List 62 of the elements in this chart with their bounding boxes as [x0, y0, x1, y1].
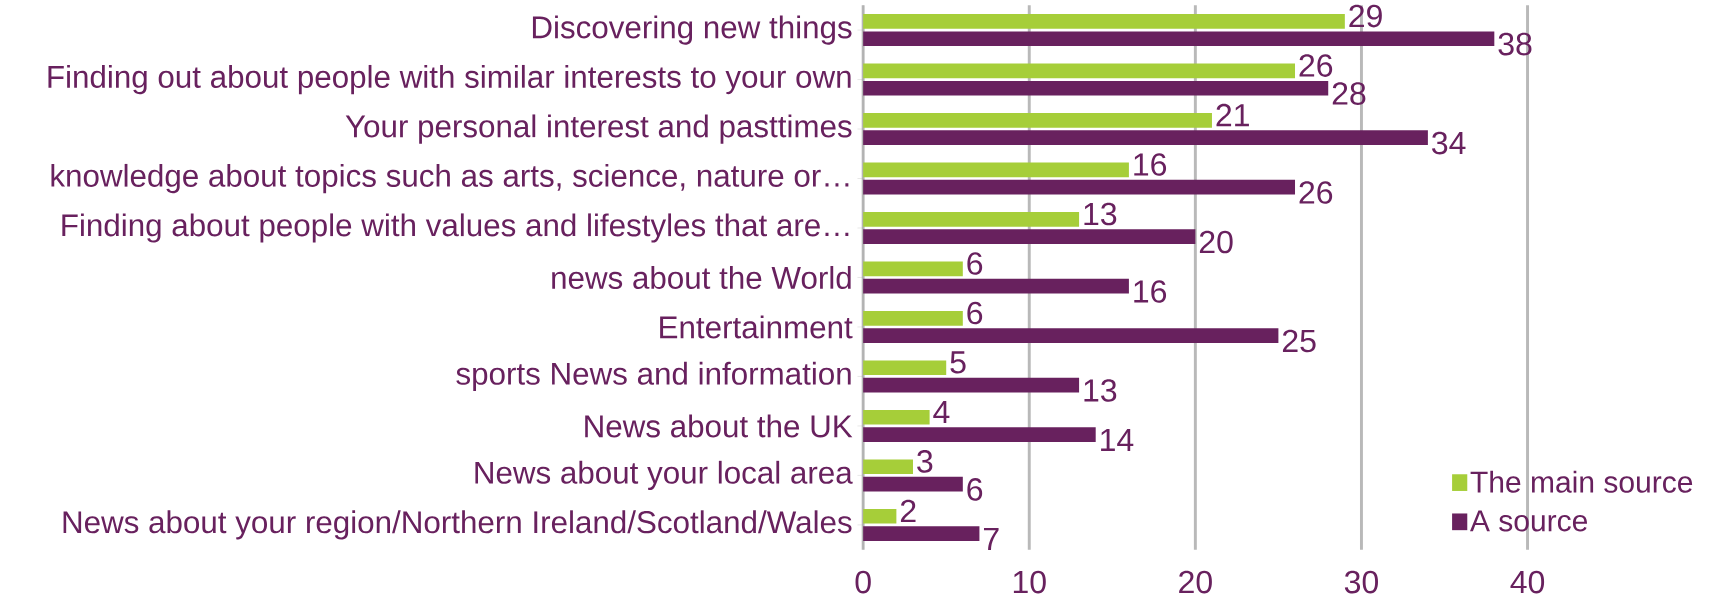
data-label: 3 — [917, 449, 933, 473]
data-label: 5 — [950, 351, 966, 374]
bar — [863, 278, 1129, 294]
y-tick-label: knowledge about topics such as arts, science, nature or… — [51, 163, 849, 193]
bar — [863, 112, 1212, 128]
bar — [863, 13, 1345, 29]
y-tick-label: News about your local area — [475, 460, 853, 490]
x-tick-label: 30 — [1344, 570, 1378, 594]
x-tick-label: 40 — [1510, 570, 1545, 594]
bar — [863, 130, 1428, 145]
bar — [863, 211, 1080, 227]
data-label: 16 — [1134, 153, 1167, 176]
bar — [863, 328, 1279, 343]
data-label: 7 — [984, 527, 999, 550]
data-label: 6 — [967, 477, 983, 501]
bar — [863, 261, 963, 276]
data-label: 26 — [1299, 181, 1333, 204]
x-tick-label: 10 — [1013, 570, 1046, 594]
data-label: 20 — [1199, 230, 1233, 254]
bar — [863, 409, 930, 425]
bar — [863, 162, 1129, 178]
data-label: 4 — [933, 400, 950, 423]
legend-label: A source — [1470, 510, 1588, 532]
y-tick-label: Entertainment — [660, 315, 853, 339]
data-label: 29 — [1349, 4, 1382, 28]
y-tick-label: Your personal interest and pasttimes — [345, 114, 852, 144]
data-label: 16 — [1134, 279, 1167, 303]
bar — [863, 310, 963, 326]
y-tick-label: sports News and information — [456, 361, 851, 391]
data-label: 14 — [1101, 428, 1134, 451]
data-label: 25 — [1282, 329, 1316, 353]
bar — [863, 508, 897, 524]
bar — [863, 179, 1296, 195]
bar — [863, 229, 1196, 244]
bar — [863, 476, 963, 492]
data-label: 21 — [1216, 103, 1249, 127]
data-label: 2 — [900, 499, 916, 522]
data-label: 13 — [1084, 378, 1117, 402]
data-label: 28 — [1332, 82, 1366, 105]
data-label: 6 — [967, 251, 983, 275]
y-tick-label: Finding out about people with similar interests to your own — [48, 64, 851, 94]
x-tick-label: 20 — [1179, 570, 1212, 594]
bar — [863, 31, 1495, 46]
bar — [863, 427, 1096, 442]
y-tick-label: news about the World — [552, 265, 851, 289]
data-label: 26 — [1299, 54, 1333, 77]
bar — [863, 360, 947, 375]
bar — [863, 377, 1080, 393]
y-tick-label: News about your region/Northern Ireland/Scotland/Wales — [63, 510, 852, 540]
bar — [863, 526, 980, 541]
x-tick-label: 0 — [855, 570, 871, 594]
bar — [863, 63, 1296, 79]
data-label: 6 — [967, 301, 983, 325]
legend-label: The main source — [1470, 470, 1693, 493]
y-tick-label: News about the UK — [585, 414, 853, 438]
data-label: 13 — [1084, 202, 1117, 226]
bar — [863, 459, 913, 474]
data-label: 38 — [1498, 32, 1532, 56]
y-tick-label: Discovering new things — [532, 15, 852, 45]
data-label: 34 — [1432, 131, 1466, 155]
bar — [863, 80, 1329, 96]
y-tick-label: Finding about people with values and lifestyles that are… — [62, 213, 849, 243]
